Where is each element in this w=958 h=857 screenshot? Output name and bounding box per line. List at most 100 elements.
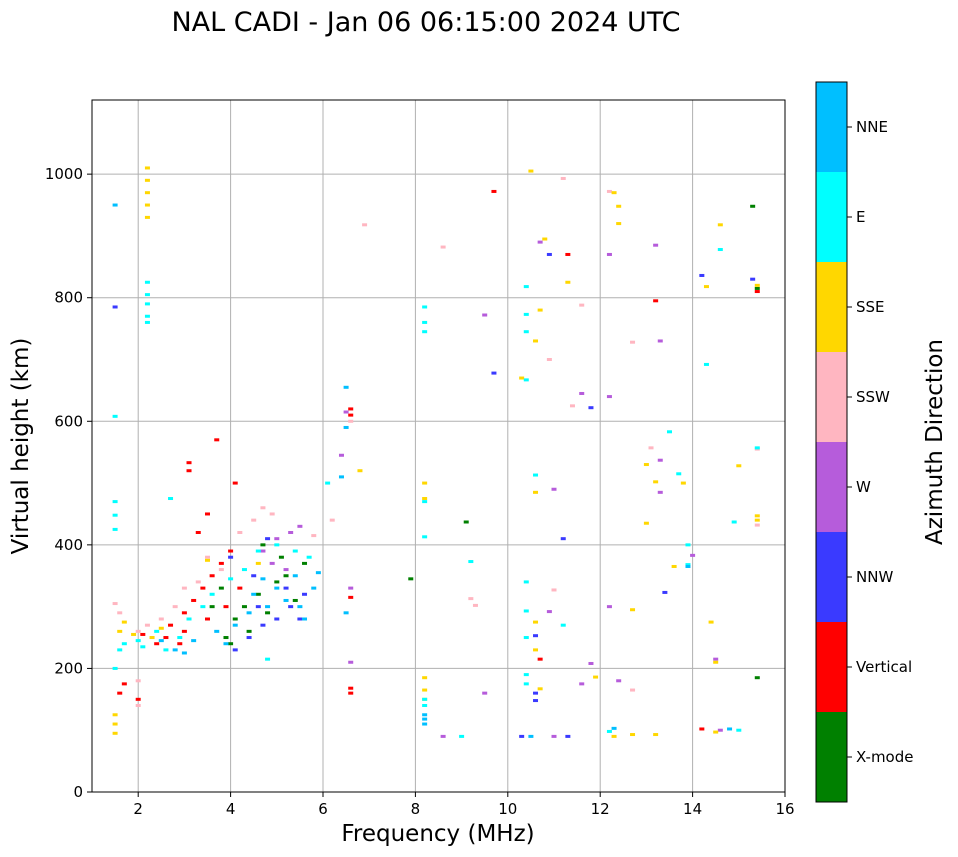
- data-point: [708, 620, 714, 624]
- x-tick-label: 4: [226, 800, 236, 818]
- data-point: [685, 543, 691, 547]
- data-point: [112, 203, 118, 207]
- data-point: [736, 464, 742, 468]
- data-point: [158, 626, 164, 630]
- data-point: [676, 472, 682, 476]
- data-point: [348, 407, 354, 411]
- data-point: [195, 580, 201, 584]
- data-point: [630, 340, 636, 344]
- data-point: [588, 406, 594, 410]
- data-point: [713, 730, 719, 734]
- data-point: [565, 734, 571, 738]
- y-axis: 0 200 400 600 800 1000: [45, 165, 92, 801]
- data-point: [121, 682, 127, 686]
- colorbar-swatch-x-mode: [816, 712, 847, 802]
- data-point: [135, 704, 141, 707]
- data-point: [422, 697, 428, 701]
- data-point: [251, 592, 257, 596]
- data-point: [251, 574, 257, 578]
- data-point: [297, 617, 303, 621]
- data-point: [408, 577, 414, 581]
- data-point: [533, 691, 539, 695]
- data-point: [265, 605, 271, 609]
- data-point: [560, 623, 566, 627]
- data-point: [648, 446, 654, 450]
- data-point: [533, 634, 539, 638]
- data-point: [606, 252, 612, 256]
- data-point: [560, 176, 566, 180]
- data-point: [237, 531, 243, 534]
- data-point: [422, 481, 428, 485]
- data-point: [537, 657, 543, 661]
- data-point: [537, 687, 543, 691]
- colorbar-swatch-nnw: [816, 532, 847, 622]
- data-point: [754, 446, 760, 450]
- data-point: [297, 605, 303, 609]
- data-point: [616, 679, 622, 683]
- data-point: [703, 285, 709, 289]
- colorbar-label: NNE: [856, 118, 888, 136]
- data-point: [422, 717, 428, 721]
- data-point: [223, 605, 229, 609]
- data-point: [181, 651, 187, 655]
- data-point: [158, 617, 164, 621]
- data-point: [533, 648, 539, 652]
- data-point: [112, 500, 118, 504]
- data-point: [440, 245, 446, 249]
- data-point: [754, 286, 760, 290]
- data-point: [657, 490, 663, 494]
- data-point: [265, 611, 271, 615]
- data-point: [703, 362, 709, 366]
- data-point: [260, 506, 266, 510]
- data-point: [260, 543, 266, 547]
- data-point: [551, 734, 557, 738]
- data-point: [717, 728, 723, 732]
- data-point: [523, 673, 529, 677]
- data-point: [135, 639, 141, 643]
- data-point: [551, 588, 557, 592]
- data-point: [422, 330, 428, 334]
- data-point: [255, 592, 261, 596]
- data-point: [269, 512, 275, 516]
- data-point: [754, 518, 760, 522]
- data-point: [348, 595, 354, 599]
- data-point: [117, 648, 123, 652]
- data-point: [685, 564, 691, 568]
- data-point: [482, 313, 488, 317]
- data-point: [186, 461, 192, 465]
- data-point: [338, 475, 344, 479]
- data-point: [292, 598, 298, 602]
- data-point: [593, 675, 599, 679]
- data-point: [565, 252, 571, 256]
- data-point: [533, 339, 539, 343]
- y-tick-label: 800: [54, 289, 83, 307]
- data-point: [542, 237, 548, 241]
- data-point: [144, 280, 150, 284]
- data-point: [630, 688, 636, 692]
- data-point: [348, 686, 354, 690]
- data-point: [274, 580, 280, 584]
- data-point: [292, 574, 298, 578]
- data-point: [144, 191, 150, 195]
- data-point: [135, 629, 141, 633]
- data-point: [241, 568, 247, 572]
- data-point: [343, 410, 349, 414]
- data-point: [288, 531, 294, 534]
- data-point: [200, 605, 206, 609]
- data-point: [117, 691, 123, 695]
- data-point: [533, 473, 539, 477]
- data-point: [546, 610, 552, 614]
- data-point: [121, 620, 127, 624]
- data-point: [713, 657, 719, 661]
- data-point: [630, 608, 636, 612]
- data-point: [223, 642, 229, 646]
- data-point: [519, 734, 525, 738]
- data-point: [533, 620, 539, 624]
- data-point: [131, 632, 137, 636]
- data-point: [422, 704, 428, 707]
- x-tick-label: 8: [411, 800, 421, 818]
- data-point: [302, 617, 308, 621]
- x-tick-label: 16: [775, 800, 794, 818]
- data-point: [468, 597, 474, 601]
- data-point: [579, 682, 585, 686]
